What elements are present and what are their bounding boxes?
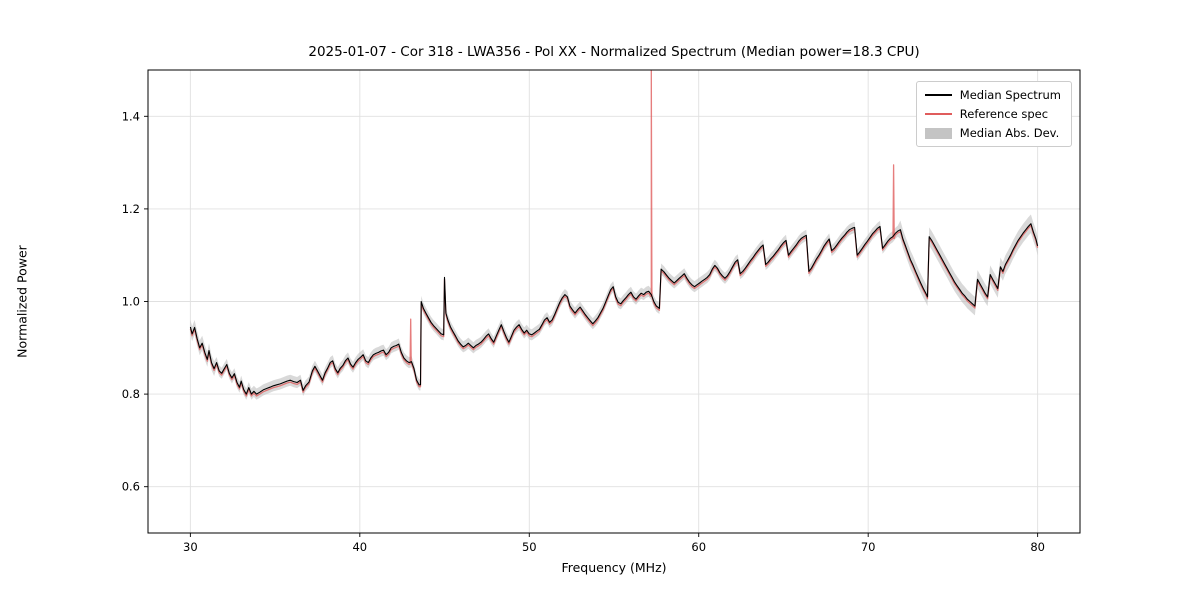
legend-item-median-abs-dev: Median Abs. Dev. <box>924 126 1061 140</box>
x-tick-label: 40 <box>352 540 367 554</box>
legend-item-median-spectrum: Median Spectrum <box>924 88 1061 102</box>
x-tick-label: 70 <box>861 540 876 554</box>
median-spectrum-line-icon <box>924 94 952 96</box>
legend-label: Median Abs. Dev. <box>959 126 1060 140</box>
x-tick-label: 60 <box>691 540 706 554</box>
x-tick-label: 30 <box>183 540 198 554</box>
x-axis-label: Frequency (MHz) <box>561 560 667 575</box>
y-tick-label: 1.0 <box>122 295 140 309</box>
legend-item-reference-spec: Reference spec <box>924 107 1061 121</box>
y-tick-label: 1.2 <box>122 202 140 216</box>
x-tick-label: 80 <box>1030 540 1045 554</box>
legend: Median Spectrum Reference spec Median Ab… <box>915 81 1072 147</box>
y-tick-label: 0.6 <box>122 480 140 494</box>
chart-title: 2025-01-07 - Cor 318 - LWA356 - Pol XX -… <box>308 44 920 60</box>
y-tick-label: 1.4 <box>122 109 140 123</box>
legend-label: Median Spectrum <box>959 88 1061 102</box>
median-abs-dev-band-icon <box>924 127 952 139</box>
x-tick-label: 50 <box>522 540 537 554</box>
y-tick-label: 0.8 <box>122 387 140 401</box>
reference-spec-line-icon <box>924 113 952 115</box>
legend-label: Reference spec <box>959 107 1049 121</box>
y-axis-label: Normalized Power <box>14 245 30 358</box>
